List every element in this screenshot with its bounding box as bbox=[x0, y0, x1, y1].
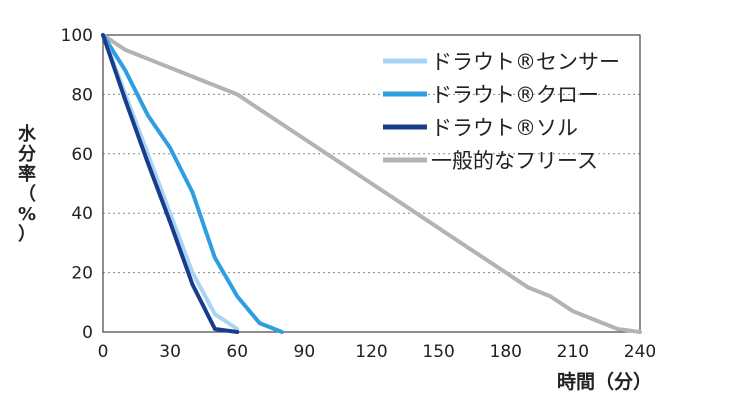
x-tick-label: 210 bbox=[557, 342, 589, 362]
x-axis-label: 時間（分） bbox=[557, 370, 652, 393]
legend-label-3: 一般的なフリース bbox=[431, 149, 598, 173]
legend-label-2: ドラウト®ソル bbox=[431, 116, 578, 140]
series-line-0 bbox=[101, 33, 240, 331]
x-tick-label: 120 bbox=[355, 342, 387, 362]
x-tick-label: 180 bbox=[490, 342, 522, 362]
y-tick-label: 100 bbox=[61, 26, 93, 46]
axis-labels: 水分率（%） 時間（分） bbox=[18, 123, 652, 393]
series-line-2 bbox=[101, 33, 240, 334]
series-layer bbox=[101, 33, 642, 334]
x-tick-label: 240 bbox=[624, 342, 656, 362]
y-tick-label: 0 bbox=[82, 323, 93, 343]
series-line-3 bbox=[101, 33, 642, 334]
legend-label-1: ドラウト®クロー bbox=[431, 83, 599, 107]
series-line-1 bbox=[101, 33, 284, 334]
y-tick-label: 40 bbox=[71, 204, 93, 224]
x-tick-label: 150 bbox=[422, 342, 454, 362]
x-tick-label: 30 bbox=[159, 342, 181, 362]
y-tick-label: 20 bbox=[71, 264, 93, 284]
axis-layer: 0 20 40 60 80 100 0 30 60 90 120 150 180 210 240 bbox=[61, 26, 657, 362]
x-tick-label: 90 bbox=[294, 342, 316, 362]
plot-frame bbox=[102, 34, 641, 333]
legend-label-0: ドラウト®センサー bbox=[431, 50, 620, 74]
y-axis-label: 水分率（%） bbox=[18, 123, 37, 245]
y-tick-label: 80 bbox=[71, 85, 93, 105]
x-tick-label: 60 bbox=[226, 342, 248, 362]
x-tick-label: 0 bbox=[98, 342, 109, 362]
y-tick-label: 60 bbox=[71, 145, 93, 165]
